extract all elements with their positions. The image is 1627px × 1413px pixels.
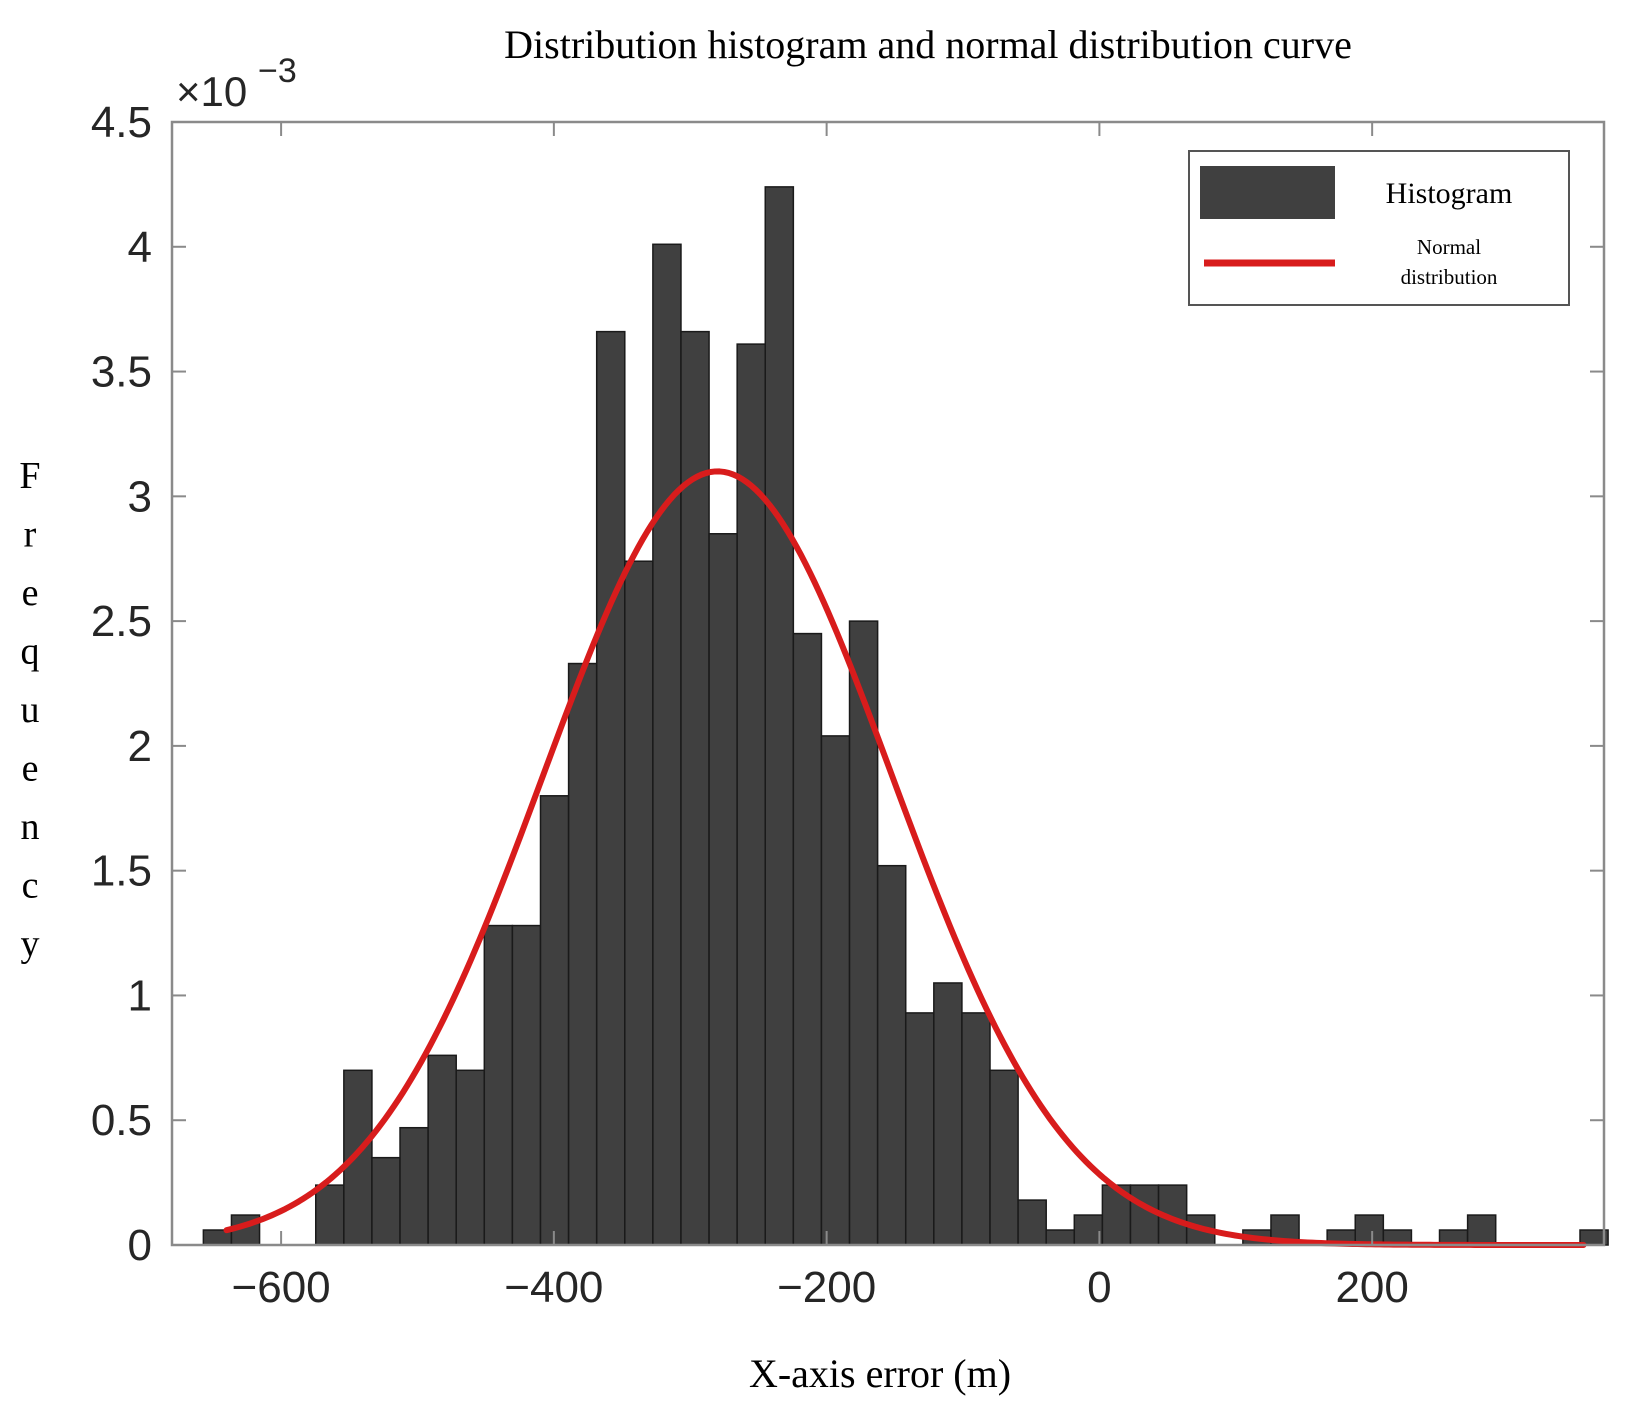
y-axis-label-char: q bbox=[21, 631, 40, 673]
x-tick-label: −400 bbox=[504, 1263, 603, 1312]
y-exponent-power: −3 bbox=[258, 52, 297, 90]
chart-title: Distribution histogram and normal distri… bbox=[504, 22, 1352, 67]
x-tick-label: 0 bbox=[1087, 1263, 1111, 1312]
y-axis-ticks: 0 0.5 1 1.5 2 2.5 3 3.5 4 4.5 bbox=[91, 98, 1604, 1270]
histogram-bar bbox=[1045, 1229, 1076, 1246]
y-axis-exponent: ×10 −3 bbox=[176, 52, 297, 115]
x-axis-ticks: −600 −400 −200 0 200 bbox=[232, 122, 1409, 1312]
histogram-bar bbox=[933, 982, 963, 1246]
y-axis-label-char: e bbox=[22, 572, 39, 614]
x-tick-label: −200 bbox=[777, 1263, 876, 1312]
histogram-bar bbox=[427, 1054, 457, 1246]
histogram-bar bbox=[567, 662, 598, 1246]
histogram-bar bbox=[989, 1069, 1019, 1246]
legend-normal-label-line2: distribution bbox=[1401, 265, 1498, 289]
y-exponent-base: ×10 bbox=[176, 68, 247, 115]
y-axis-label-char: y bbox=[21, 923, 40, 965]
y-tick-label: 4 bbox=[128, 223, 152, 272]
histogram-bar bbox=[1466, 1214, 1497, 1246]
y-axis-label-char: e bbox=[22, 748, 39, 790]
histogram-bar bbox=[764, 186, 795, 1246]
x-tick-label: 200 bbox=[1335, 1263, 1408, 1312]
y-axis-label-char: n bbox=[21, 806, 40, 848]
histogram-bar bbox=[371, 1156, 401, 1246]
y-axis-label-char: u bbox=[21, 689, 40, 731]
axes-box bbox=[170, 120, 1606, 1247]
histogram-bar bbox=[904, 1012, 935, 1246]
legend-normal-label-line1: Normal bbox=[1417, 235, 1481, 259]
y-axis-label-char: c bbox=[22, 865, 39, 907]
histogram-bar bbox=[792, 632, 823, 1246]
axes-frame bbox=[170, 120, 1606, 1247]
y-tick-label: 3.5 bbox=[91, 348, 152, 397]
histogram-bar bbox=[680, 330, 710, 1246]
histogram-bar bbox=[455, 1069, 486, 1246]
histogram-bar bbox=[961, 1012, 991, 1246]
y-tick-label: 1 bbox=[128, 971, 152, 1020]
histogram-bar bbox=[399, 1126, 429, 1246]
histogram-bar bbox=[314, 1184, 345, 1246]
legend: Histogram Normal distribution bbox=[1188, 150, 1570, 306]
y-tick-label: 2 bbox=[128, 722, 152, 771]
x-axis-label: X-axis error (m) bbox=[749, 1351, 1011, 1396]
legend-histogram-label: Histogram bbox=[1386, 177, 1513, 210]
histogram-bar bbox=[511, 924, 542, 1246]
y-tick-label: 4.5 bbox=[91, 98, 152, 147]
histogram-bar bbox=[848, 620, 879, 1246]
histogram-bar bbox=[343, 1069, 373, 1246]
histogram-bar bbox=[708, 533, 738, 1246]
y-axis-label-char: r bbox=[24, 514, 37, 556]
histogram-bar bbox=[1354, 1214, 1385, 1246]
y-tick-label: 0.5 bbox=[91, 1096, 152, 1145]
histogram-bar bbox=[652, 243, 682, 1246]
histogram-bar bbox=[624, 560, 654, 1246]
histogram-bar bbox=[595, 330, 626, 1246]
y-tick-label: 3 bbox=[128, 472, 152, 521]
y-axis-label-char: F bbox=[19, 455, 40, 497]
x-tick-label: −600 bbox=[232, 1263, 331, 1312]
histogram-bar bbox=[1017, 1199, 1047, 1246]
histogram-bar bbox=[539, 795, 570, 1246]
y-tick-label: 2.5 bbox=[91, 597, 152, 646]
histogram-bars bbox=[202, 186, 1609, 1246]
histogram-bar bbox=[1073, 1214, 1104, 1246]
histogram-bar bbox=[1129, 1184, 1160, 1246]
histogram-bar bbox=[483, 924, 514, 1246]
y-tick-label: 0 bbox=[128, 1221, 152, 1270]
legend-histogram-swatch bbox=[1200, 166, 1335, 219]
histogram-bar bbox=[820, 735, 851, 1246]
y-tick-label: 1.5 bbox=[91, 847, 152, 896]
histogram-bar bbox=[876, 864, 907, 1246]
